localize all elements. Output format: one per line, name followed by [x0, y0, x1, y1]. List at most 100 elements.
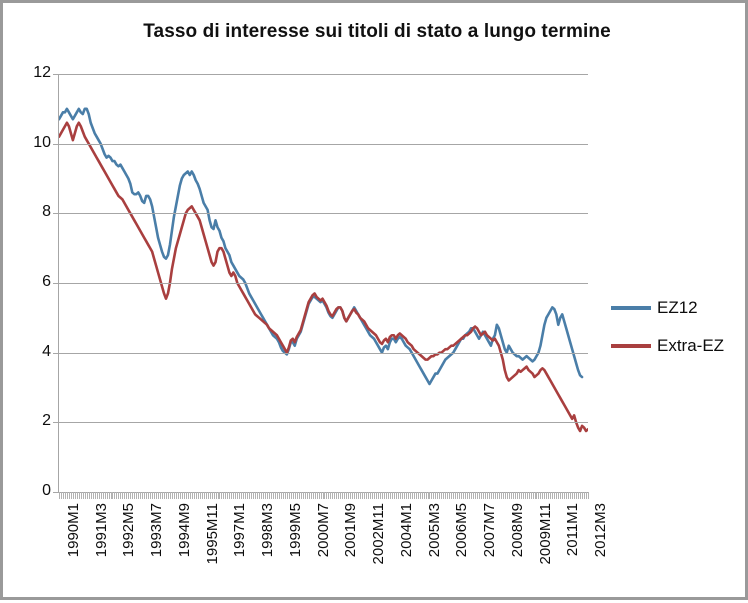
x-axis-label-2008M9: 2008M9	[508, 503, 526, 558]
x-minor-tick	[122, 492, 123, 499]
x-minor-tick	[493, 492, 494, 499]
x-minor-tick	[546, 492, 547, 499]
y-tick-0	[53, 492, 58, 493]
x-minor-tick	[184, 492, 185, 499]
x-minor-tick	[97, 492, 98, 499]
x-minor-tick	[487, 492, 488, 499]
y-axis-label-4: 4	[42, 343, 51, 360]
x-minor-tick	[111, 492, 112, 499]
x-minor-tick	[67, 492, 68, 499]
gridline-4	[59, 353, 588, 354]
x-minor-tick	[279, 492, 280, 499]
x-minor-tick	[346, 492, 347, 499]
x-minor-tick	[441, 492, 442, 499]
x-minor-tick	[473, 492, 474, 499]
legend-swatch-extra-ez	[611, 344, 651, 348]
x-minor-tick	[311, 492, 312, 499]
x-minor-tick	[451, 492, 452, 499]
x-minor-tick	[475, 492, 476, 499]
x-minor-tick	[275, 492, 276, 499]
x-minor-tick	[499, 492, 500, 499]
x-axis-label-1999M5: 1999M5	[286, 503, 304, 558]
x-minor-tick	[402, 492, 403, 499]
x-minor-tick	[527, 492, 528, 499]
x-axis-label-1995M11: 1995M11	[203, 503, 221, 565]
x-minor-tick	[424, 492, 425, 499]
x-minor-tick	[384, 492, 385, 499]
legend-label-extra-ez: Extra-EZ	[657, 336, 725, 355]
x-minor-tick	[358, 492, 359, 499]
x-minor-tick	[158, 492, 159, 499]
x-minor-tick	[443, 492, 444, 499]
x-minor-tick	[382, 492, 383, 499]
x-minor-tick	[59, 492, 60, 499]
x-minor-tick	[364, 492, 365, 499]
x-minor-tick	[99, 492, 100, 499]
x-minor-tick	[120, 492, 121, 499]
x-minor-tick	[168, 492, 169, 499]
x-minor-tick	[170, 492, 171, 499]
x-minor-tick	[227, 492, 228, 499]
x-minor-tick	[435, 492, 436, 499]
x-minor-tick	[269, 492, 270, 499]
x-minor-tick	[75, 492, 76, 499]
series-line-extra-ez	[59, 121, 588, 433]
x-minor-tick	[336, 492, 337, 499]
y-tick-8	[53, 213, 58, 214]
x-minor-tick	[352, 492, 353, 499]
legend-item-extra-ez: Extra-EZ	[611, 327, 741, 365]
y-tick-2	[53, 422, 58, 423]
x-minor-tick	[580, 492, 581, 499]
x-minor-tick	[295, 492, 296, 499]
x-minor-tick	[144, 492, 145, 499]
x-minor-tick	[483, 492, 484, 499]
x-minor-tick	[130, 492, 131, 499]
y-tick-10	[53, 144, 58, 145]
x-minor-tick	[303, 492, 304, 499]
x-minor-tick	[251, 492, 252, 499]
x-minor-tick	[376, 492, 377, 499]
x-minor-tick	[544, 492, 545, 499]
x-minor-tick	[400, 492, 401, 499]
x-minor-tick	[301, 492, 302, 499]
x-axis-label-2006M5: 2006M5	[453, 503, 471, 558]
x-axis-label-2000M7: 2000M7	[314, 503, 332, 558]
x-minor-tick	[570, 492, 571, 499]
x-minor-tick	[63, 492, 64, 499]
y-tick-4	[53, 353, 58, 354]
x-minor-tick	[261, 492, 262, 499]
x-minor-tick	[540, 492, 541, 499]
x-minor-tick	[445, 492, 446, 499]
x-minor-tick	[83, 492, 84, 499]
x-minor-tick	[507, 492, 508, 499]
x-minor-tick	[429, 492, 430, 499]
x-minor-tick	[218, 492, 219, 499]
x-minor-tick	[283, 492, 284, 499]
x-minor-tick	[431, 492, 432, 499]
x-minor-tick	[554, 492, 555, 499]
x-minor-tick	[233, 492, 234, 499]
x-minor-tick	[273, 492, 274, 499]
x-minor-tick	[366, 492, 367, 499]
x-minor-tick	[85, 492, 86, 499]
x-axis-label-1991M3: 1991M3	[92, 503, 110, 558]
x-minor-tick	[455, 492, 456, 499]
x-minor-tick	[81, 492, 82, 499]
x-axis-label-2005M3: 2005M3	[425, 503, 443, 558]
x-axis-ticks	[59, 492, 589, 499]
gridline-2	[59, 422, 588, 423]
x-minor-tick	[574, 492, 575, 499]
x-minor-tick	[297, 492, 298, 499]
x-minor-tick	[71, 492, 72, 499]
x-minor-tick	[457, 492, 458, 499]
gridline-8	[59, 213, 588, 214]
x-minor-tick	[289, 492, 290, 499]
x-minor-tick	[350, 492, 351, 499]
x-minor-tick	[467, 492, 468, 499]
x-minor-tick	[65, 492, 66, 499]
x-minor-tick	[313, 492, 314, 499]
x-minor-tick	[372, 492, 373, 499]
x-minor-tick	[152, 492, 153, 499]
series-line-ez12	[59, 107, 584, 386]
x-minor-tick	[370, 492, 371, 499]
